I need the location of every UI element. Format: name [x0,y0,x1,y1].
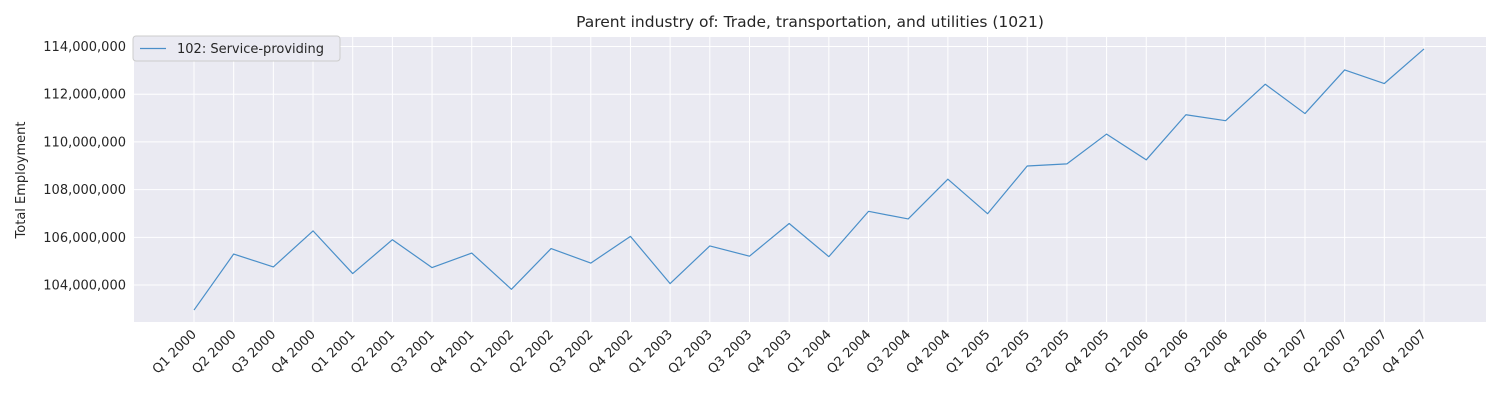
legend-box [132,35,341,62]
series-line [193,48,1425,311]
y-tick-labels: 104,000,000 106,000,000 108,000,000 110,000… [43,40,126,293]
x-tick-label: Q4 2007 [1380,327,1430,377]
plot-area [134,37,1486,322]
y-tick-label: 112,000,000 [43,88,126,103]
y-axis-label: Total Employment [14,122,29,240]
legend: 102: Service-providing [132,35,341,62]
y-tick-label: 114,000,000 [43,40,126,55]
y-tick-label: 104,000,000 [43,279,126,294]
grid [134,37,1486,322]
y-tick-label: 106,000,000 [43,231,126,246]
chart-title: Parent industry of: Trade, transportatio… [576,13,1044,31]
series-layer [193,48,1425,311]
y-tick-label: 108,000,000 [43,183,126,198]
legend-label: 102: Service-providing [177,42,324,57]
y-tick-label: 110,000,000 [43,135,126,150]
